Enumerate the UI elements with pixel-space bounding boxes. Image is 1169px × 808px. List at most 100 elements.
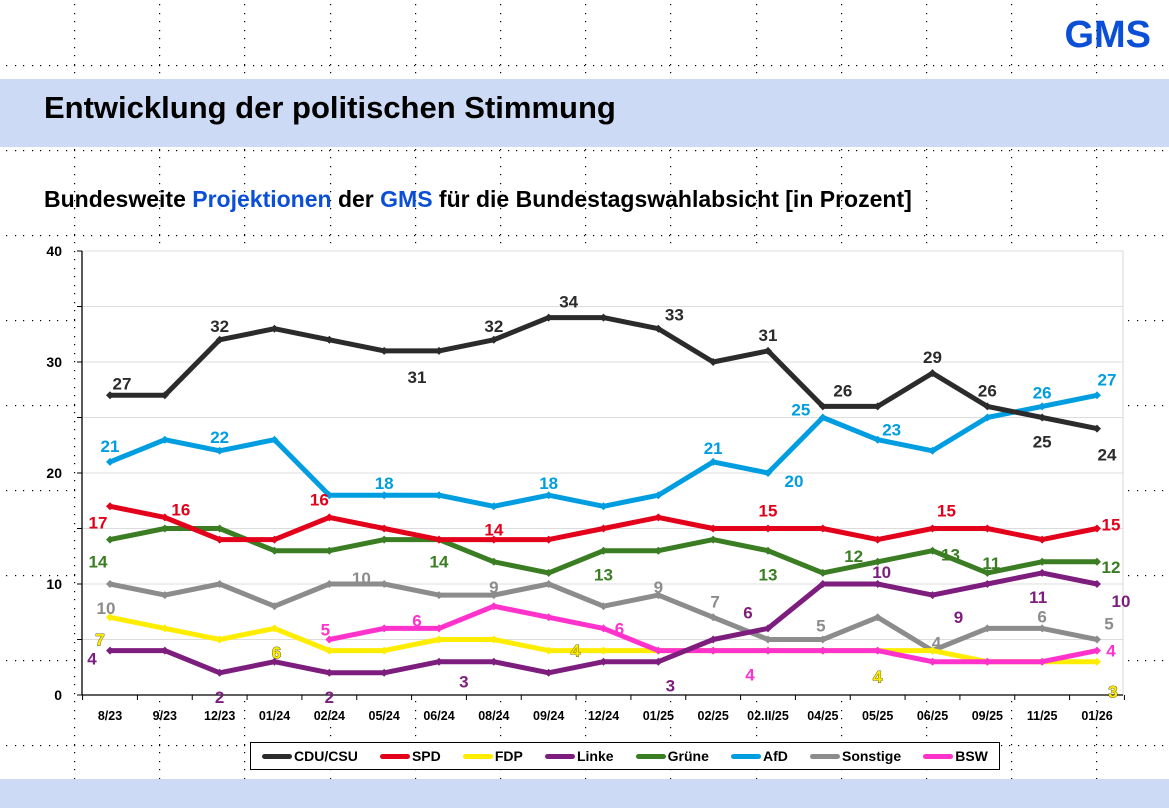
data-label: 14 <box>484 521 503 540</box>
data-point <box>544 613 553 622</box>
data-point <box>983 568 992 577</box>
legend-swatch <box>809 753 840 759</box>
data-point <box>215 668 224 677</box>
data-point <box>928 524 937 533</box>
data-point <box>599 602 608 611</box>
chart-title-part: der <box>331 186 381 212</box>
legend-label: BSW <box>955 748 988 764</box>
data-point <box>489 335 498 344</box>
data-point <box>489 602 498 611</box>
x-tick-label: 09/25 <box>972 709 1003 723</box>
data-point <box>435 635 443 644</box>
data-point <box>654 546 663 555</box>
data-label: 16 <box>310 490 329 509</box>
data-point <box>873 613 882 622</box>
data-point <box>544 668 553 677</box>
data-label: 10 <box>97 599 116 618</box>
title-band <box>0 79 1169 147</box>
data-point <box>709 524 718 533</box>
data-point <box>380 624 389 633</box>
data-label: 31 <box>408 368 427 387</box>
data-point <box>764 624 772 633</box>
data-point <box>489 502 498 511</box>
data-point <box>489 635 498 644</box>
data-point <box>160 646 169 655</box>
data-point <box>1038 568 1047 577</box>
data-label: 13 <box>759 566 778 585</box>
data-point <box>489 657 498 666</box>
data-point <box>873 402 882 411</box>
data-point <box>270 324 279 333</box>
data-point <box>873 580 882 588</box>
legend-swatch <box>923 753 954 759</box>
data-point <box>435 591 443 600</box>
data-point <box>818 524 827 533</box>
series-cdu-csu <box>106 313 1101 433</box>
data-point <box>325 668 334 677</box>
chart-legend: CDU/CSU SPD FDP Linke Grüne AfD Sonstige BSW <box>250 742 1000 770</box>
data-point <box>709 613 718 622</box>
legend-label: Grüne <box>667 748 709 764</box>
legend-item: CDU/CSU <box>262 748 358 764</box>
data-point <box>544 535 553 544</box>
y-tick-label: 10 <box>46 576 62 592</box>
data-point <box>215 335 224 344</box>
data-point <box>873 535 882 544</box>
chart-title: Bundesweite Projektionen der GMS für die… <box>44 186 912 213</box>
data-point <box>325 335 334 344</box>
data-label: 3 <box>459 673 468 692</box>
data-point <box>106 457 114 466</box>
data-point <box>106 613 114 622</box>
data-label: 3 <box>666 677 675 696</box>
data-point <box>215 524 224 533</box>
data-label: 12 <box>844 547 863 566</box>
legend-label: Linke <box>576 748 614 764</box>
data-point <box>106 580 114 588</box>
x-tick-label: 02/25 <box>698 709 729 723</box>
data-point <box>928 591 937 600</box>
data-point <box>599 657 608 666</box>
data-label: 32 <box>484 317 503 336</box>
data-point <box>160 524 169 533</box>
data-point <box>599 646 608 655</box>
data-point <box>325 491 334 500</box>
legend-item: FDP <box>462 748 523 764</box>
data-point <box>106 535 114 544</box>
data-point <box>544 491 553 500</box>
data-label: 20 <box>785 472 804 491</box>
data-point <box>106 646 114 655</box>
data-point <box>160 513 169 522</box>
data-point <box>215 535 224 544</box>
data-label: 33 <box>665 306 684 325</box>
data-point <box>270 435 279 444</box>
data-label: 6 <box>615 619 624 638</box>
data-point <box>380 646 389 655</box>
data-point <box>544 646 553 655</box>
data-point <box>544 568 553 577</box>
data-point <box>764 546 772 555</box>
data-point <box>435 346 443 355</box>
data-label: 15 <box>937 502 956 521</box>
legend-swatch <box>730 753 761 759</box>
data-point <box>983 413 992 422</box>
x-tick-label: 01/26 <box>1081 709 1112 723</box>
data-point <box>764 646 772 655</box>
legend-label: CDU/CSU <box>294 748 358 764</box>
data-label: 10 <box>872 563 891 582</box>
data-point <box>435 624 443 633</box>
data-point <box>380 346 389 355</box>
data-label: 16 <box>171 500 190 519</box>
data-point <box>818 402 827 411</box>
data-point <box>599 624 608 633</box>
data-point <box>654 324 663 333</box>
data-point <box>928 657 937 666</box>
data-label: 13 <box>594 566 613 585</box>
x-tick-label: 8/23 <box>98 709 122 723</box>
data-point <box>764 524 772 533</box>
data-label: 12 <box>1102 558 1121 577</box>
x-tick-label: 09/24 <box>533 709 564 723</box>
data-point <box>380 491 389 500</box>
data-label: 34 <box>559 293 578 312</box>
data-point <box>873 557 882 566</box>
data-point <box>1093 646 1101 655</box>
